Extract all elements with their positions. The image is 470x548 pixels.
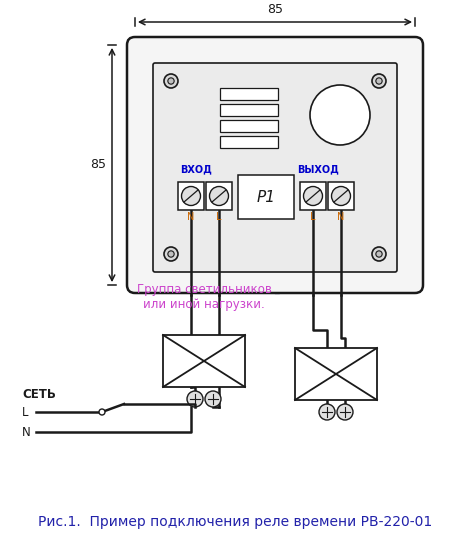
Text: 85: 85 — [267, 3, 283, 16]
Circle shape — [376, 78, 382, 84]
Bar — [300, 182, 326, 210]
Bar — [178, 182, 204, 210]
Text: МИР
Энерго: МИР Энерго — [214, 235, 326, 295]
Bar — [220, 136, 278, 148]
Bar — [206, 182, 232, 210]
Text: 85: 85 — [90, 158, 106, 172]
FancyBboxPatch shape — [153, 63, 397, 272]
Text: N: N — [22, 425, 31, 438]
Bar — [238, 175, 294, 219]
Circle shape — [372, 74, 386, 88]
Circle shape — [372, 247, 386, 261]
Text: N: N — [337, 212, 345, 222]
Circle shape — [205, 391, 221, 407]
Circle shape — [99, 409, 105, 415]
FancyBboxPatch shape — [127, 37, 423, 293]
Text: P1: P1 — [257, 190, 275, 204]
Text: Рис.1.  Пример подключения реле времени РВ-220-01: Рис.1. Пример подключения реле времени Р… — [38, 515, 432, 529]
Bar — [163, 335, 245, 387]
Bar — [295, 348, 377, 400]
Circle shape — [168, 251, 174, 257]
Circle shape — [331, 186, 351, 206]
Bar — [220, 88, 278, 100]
Text: ВХОД: ВХОД — [180, 164, 212, 174]
Circle shape — [319, 404, 335, 420]
Bar — [220, 120, 278, 132]
Circle shape — [210, 186, 228, 206]
Text: L: L — [22, 406, 29, 419]
Bar — [220, 104, 278, 116]
Text: L: L — [216, 212, 222, 222]
Text: Группа светильников
или иной нагрузки.: Группа светильников или иной нагрузки. — [137, 283, 272, 311]
Text: СЕТЬ: СЕТЬ — [22, 387, 56, 401]
Circle shape — [164, 247, 178, 261]
Circle shape — [187, 391, 203, 407]
Circle shape — [337, 404, 353, 420]
Circle shape — [310, 85, 370, 145]
Text: ВЫХОД: ВЫХОД — [297, 164, 339, 174]
Bar — [328, 182, 354, 210]
Circle shape — [168, 78, 174, 84]
Circle shape — [304, 186, 322, 206]
Circle shape — [164, 74, 178, 88]
Circle shape — [181, 186, 201, 206]
Text: N: N — [188, 212, 195, 222]
Circle shape — [376, 251, 382, 257]
Text: L: L — [310, 212, 316, 222]
